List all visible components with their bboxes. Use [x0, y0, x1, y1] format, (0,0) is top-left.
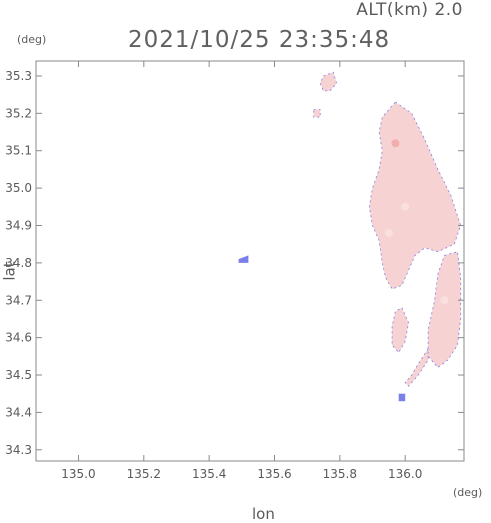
y-tick-label: 34.7	[5, 293, 32, 307]
x-tick-label: 136.0	[388, 467, 422, 481]
x-ticks: 135.0 135.2 135.4 135.6 135.8 136.0	[61, 61, 422, 481]
y-axis-unit: (deg)	[17, 33, 47, 46]
y-tick-label: 34.4	[5, 405, 32, 419]
y-tick-label: 35.1	[5, 144, 32, 158]
plot-frame	[35, 60, 465, 462]
echo-texture	[391, 139, 400, 148]
y-tick-label: 34.8	[5, 256, 32, 270]
y-tick-label: 35.0	[5, 181, 32, 195]
y-tick-label: 35.2	[5, 106, 32, 120]
x-axis-unit: (deg)	[453, 486, 483, 499]
echo-region-fleck	[398, 393, 406, 402]
echo-texture	[440, 296, 449, 305]
echo-region-fleck	[238, 255, 249, 263]
echo-region-south-arc	[404, 347, 429, 387]
echo-texture	[401, 202, 410, 211]
y-tick-label: 34.3	[5, 443, 32, 457]
echo-texture	[384, 228, 393, 237]
timestamp-title: 2021/10/25 23:35:48	[128, 27, 391, 53]
y-tick-label: 35.3	[5, 69, 32, 83]
echo-regions	[238, 71, 462, 402]
echo-region-east-lobe	[427, 251, 462, 369]
x-tick-label: 135.8	[323, 467, 357, 481]
x-tick-label: 135.2	[127, 467, 161, 481]
y-tick-label: 34.9	[5, 218, 32, 232]
y-tick-label: 34.6	[5, 331, 32, 345]
x-tick-label: 135.0	[61, 467, 95, 481]
echo-region-main-band	[368, 101, 462, 290]
echo-region-south-blob	[391, 307, 409, 354]
x-tick-label: 135.6	[257, 467, 291, 481]
y-ticks: 34.3 34.4 34.5 34.6 34.7 34.8 34.9 35.0 35.1 35.2…	[5, 69, 464, 457]
x-axis-label: lon	[252, 505, 275, 523]
altitude-label: ALT(km) 2.0	[356, 0, 463, 20]
x-tick-label: 135.4	[192, 467, 226, 481]
echo-region-small-cell	[313, 109, 321, 118]
y-tick-label: 34.5	[5, 368, 32, 382]
echo-region-north-cell	[319, 71, 338, 92]
